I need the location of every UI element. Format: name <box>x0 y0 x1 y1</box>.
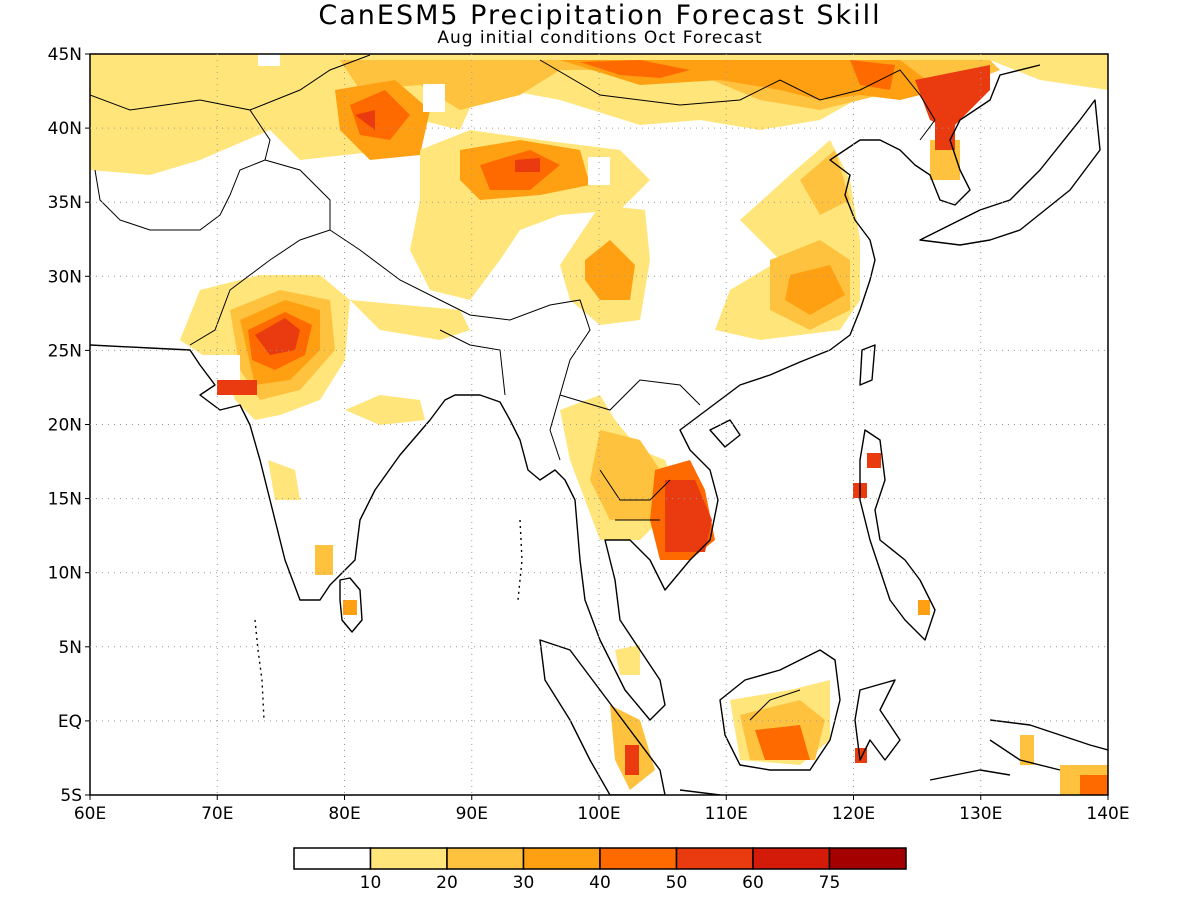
colorbar: 10 20 30 40 50 60 75 <box>293 847 907 893</box>
axis-labels: 60E 70E 80E 90E 100E 110E 120E 130E 140E 45N 40N 35… <box>48 45 1130 824</box>
colorbar-swatch <box>828 847 907 870</box>
colorbar-label: 30 <box>513 873 535 893</box>
coastlines <box>90 64 1108 795</box>
lat-tick-label: 40N <box>48 119 82 139</box>
lat-tick-label: 30N <box>48 267 82 287</box>
lat-tick-label: EQ <box>58 712 82 732</box>
colorbar-swatch <box>369 847 448 870</box>
lat-tick-label: 35N <box>48 193 82 213</box>
colorbar-swatch <box>446 847 525 870</box>
colorbar-swatch <box>675 847 754 870</box>
skill-shading <box>90 54 1108 795</box>
lat-tick-label: 25N <box>48 341 82 361</box>
lon-tick-label: 80E <box>328 804 360 824</box>
colorbar-label: 75 <box>819 873 841 893</box>
country-borders <box>90 54 936 721</box>
colorbar-swatch <box>293 847 372 870</box>
colorbar-swatch <box>522 847 601 870</box>
lon-tick-label: 60E <box>74 804 106 824</box>
colorbar-swatch <box>752 847 831 870</box>
lat-tick-label: 5S <box>60 786 82 806</box>
lon-tick-label: 140E <box>1086 804 1129 824</box>
map-title: CanESM5 Precipitation Forecast Skill <box>318 0 882 31</box>
colorbar-label: 10 <box>360 873 382 893</box>
colorbar-label: 40 <box>589 873 611 893</box>
colorbar-label: 50 <box>666 873 688 893</box>
lon-tick-label: 120E <box>832 804 875 824</box>
colorbar-swatch <box>599 847 678 870</box>
lon-tick-label: 100E <box>577 804 620 824</box>
map-subtitle: Aug initial conditions Oct Forecast <box>437 28 763 48</box>
lon-tick-label: 130E <box>959 804 1002 824</box>
lon-tick-label: 110E <box>705 804 748 824</box>
lon-tick-label: 70E <box>201 804 233 824</box>
lat-tick-label: 15N <box>48 490 82 510</box>
lat-tick-label: 45N <box>48 45 82 65</box>
colorbar-label: 60 <box>742 873 764 893</box>
lat-tick-label: 5N <box>58 638 82 658</box>
lat-tick-label: 10N <box>48 564 82 584</box>
lon-tick-label: 90E <box>456 804 488 824</box>
colorbar-label: 20 <box>436 873 458 893</box>
lat-tick-label: 20N <box>48 416 82 436</box>
